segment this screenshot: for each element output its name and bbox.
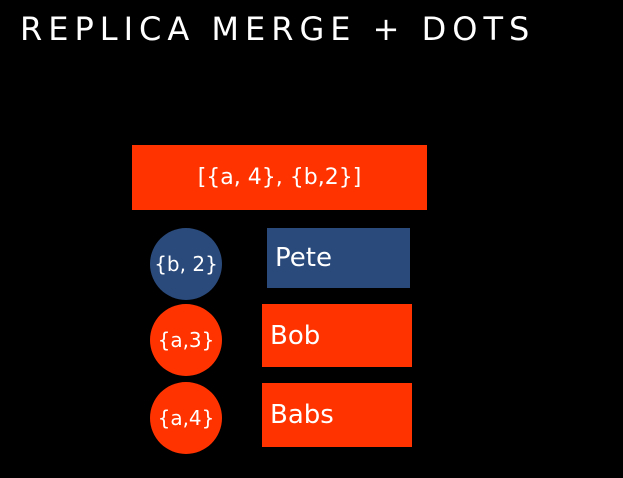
dot-label: {a,4} bbox=[157, 406, 215, 430]
value-pete: Pete bbox=[267, 228, 410, 288]
dot-label: {a,3} bbox=[157, 328, 215, 352]
slide-title: REPLICA MERGE + DOTS bbox=[20, 10, 536, 48]
value-babs: Babs bbox=[262, 383, 412, 447]
dot-a3: {a,3} bbox=[150, 304, 222, 376]
value-bob: Bob bbox=[262, 304, 412, 367]
version-vector-label: [{a, 4}, {b,2}] bbox=[197, 165, 362, 190]
dot-label: {b, 2} bbox=[154, 252, 218, 276]
value-label: Babs bbox=[270, 400, 334, 430]
dot-a4: {a,4} bbox=[150, 382, 222, 454]
dot-b2: {b, 2} bbox=[150, 228, 222, 300]
version-vector-box: [{a, 4}, {b,2}] bbox=[132, 145, 427, 210]
value-label: Bob bbox=[270, 320, 321, 351]
value-label: Pete bbox=[275, 243, 332, 273]
